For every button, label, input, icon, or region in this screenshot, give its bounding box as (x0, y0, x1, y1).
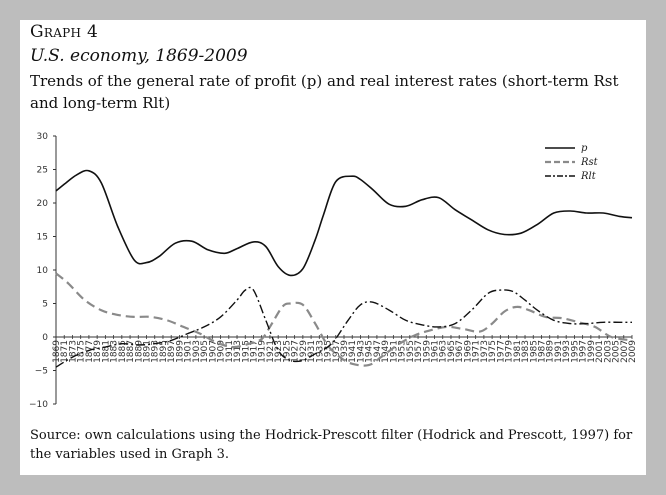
x-tick-label: 1889 (134, 340, 144, 363)
x-tick-label: 1967 (455, 340, 465, 363)
x-tick-label: 1973 (480, 340, 490, 363)
x-tick-label: 1961 (431, 340, 441, 363)
y-tick-label: 0 (42, 333, 48, 343)
x-tick-label: 1871 (60, 340, 70, 363)
graph-label: Graph 4 (30, 22, 99, 42)
x-tick-label: 1877 (85, 340, 95, 363)
x-tick-label: 1901 (184, 340, 194, 363)
series-line-rst (55, 272, 633, 367)
x-tick-label: 1903 (192, 340, 202, 363)
y-tick-label: 5 (42, 300, 48, 310)
x-tick-label: 1927 (291, 340, 301, 363)
x-tick-label: 1905 (200, 340, 210, 363)
x-tick-label: 1939 (340, 340, 350, 363)
x-tick-label: 1873 (68, 340, 78, 363)
x-tick-label: 1987 (537, 340, 547, 363)
x-tick-label: 1921 (266, 340, 276, 363)
x-tick-label: 1931 (307, 340, 317, 363)
x-tick-label: 1963 (439, 340, 449, 363)
x-tick-label: 1965 (447, 340, 457, 363)
x-tick-label: 1923 (274, 340, 284, 363)
x-tick-label: 1925 (282, 340, 292, 363)
x-tick-label: 1919 (258, 340, 268, 363)
y-tick-label: 15 (37, 233, 48, 243)
x-tick-label: 1957 (414, 340, 424, 363)
x-tick-label: 1917 (249, 340, 259, 363)
figure-panel: Graph 4 U.S. economy, 1869-2009 Trends o… (20, 20, 646, 475)
x-tick-label: 1885 (118, 340, 128, 363)
x-tick-label: 1959 (422, 340, 432, 363)
x-tick-label: 1979 (505, 340, 515, 363)
x-tick-label: 1981 (513, 340, 523, 363)
x-tick-label: 1993 (562, 340, 572, 363)
x-tick-label: 1943 (356, 340, 366, 363)
x-tick-label: 1997 (579, 340, 589, 363)
x-tick-label: 1945 (365, 340, 375, 363)
graph-title: U.S. economy, 1869-2009 (30, 46, 248, 66)
x-tick-label: 1915 (241, 340, 251, 363)
x-tick-label: 1983 (521, 340, 531, 363)
x-tick-label: 1887 (126, 340, 136, 363)
legend-label-p: p (581, 143, 588, 154)
x-tick-label: 1971 (472, 340, 482, 363)
x-tick-label: 1977 (496, 340, 506, 363)
x-tick-label: 1907 (208, 340, 218, 363)
x-tick-label: 1897 (167, 340, 177, 363)
x-tick-label: 1935 (324, 340, 334, 363)
x-tick-label: 2005 (612, 340, 622, 363)
y-tick-label: 20 (37, 199, 49, 209)
x-tick-label: 1883 (110, 340, 120, 363)
x-tick-label: 1947 (373, 340, 383, 363)
x-tick-label: 1937 (332, 340, 342, 363)
x-tick-label: 1911 (225, 340, 235, 363)
legend-label-rlt: Rlt (580, 171, 597, 182)
x-tick-label: 1949 (381, 340, 391, 363)
x-tick-label: 1909 (217, 340, 227, 363)
x-tick-label: 1953 (398, 340, 408, 363)
x-tick-label: 1975 (488, 340, 498, 363)
graph-subtitle: Trends of the general rate of profit (p)… (30, 72, 619, 112)
x-tick-label: 1991 (554, 340, 564, 363)
axes: −10 −5 0 5 10 15 20 25 30 18691871187318751877187… (29, 132, 638, 410)
series-layer (55, 169, 633, 368)
x-tick-label: 1955 (406, 340, 416, 363)
x-tick-label: 2003 (603, 340, 613, 363)
x-tick-label: 1891 (143, 340, 153, 363)
source-note: Source: own calculations using the Hodri… (30, 428, 633, 462)
series-line-p (55, 169, 633, 277)
x-tick-label: 1929 (299, 340, 309, 363)
legend-label-rst: Rst (580, 157, 599, 168)
x-tick-label: 1875 (77, 340, 87, 363)
x-tick-label: 2007 (620, 340, 630, 363)
x-tick-label: 1989 (546, 340, 556, 363)
x-tick-label: 1895 (159, 340, 169, 363)
x-tick-label: 2001 (595, 340, 605, 363)
x-tick-label: 1893 (151, 340, 161, 363)
x-tick-label: 1869 (52, 340, 62, 363)
x-tick-label: 1899 (175, 340, 185, 363)
y-tick-label: −5 (35, 367, 48, 377)
y-tick-label: −10 (29, 400, 48, 410)
x-tick-label: 1999 (587, 340, 597, 363)
x-tick-label: 1995 (570, 340, 580, 363)
y-tick-label: 10 (37, 266, 49, 276)
x-tick-label: 1951 (389, 340, 399, 363)
series-line-rlt (55, 286, 632, 368)
x-tick-label: 1985 (529, 340, 539, 363)
y-tick-label: 25 (37, 166, 48, 176)
x-tick-label: 1881 (101, 340, 111, 363)
legend: p Rst Rlt (545, 143, 599, 182)
x-tick-label: 1913 (233, 340, 243, 363)
x-tick-label: 1941 (348, 340, 358, 363)
x-tick-label: 1969 (463, 340, 473, 363)
x-tick-label: 1879 (93, 340, 103, 363)
y-tick-label: 30 (37, 132, 49, 142)
x-tick-label: 2009 (628, 340, 638, 363)
